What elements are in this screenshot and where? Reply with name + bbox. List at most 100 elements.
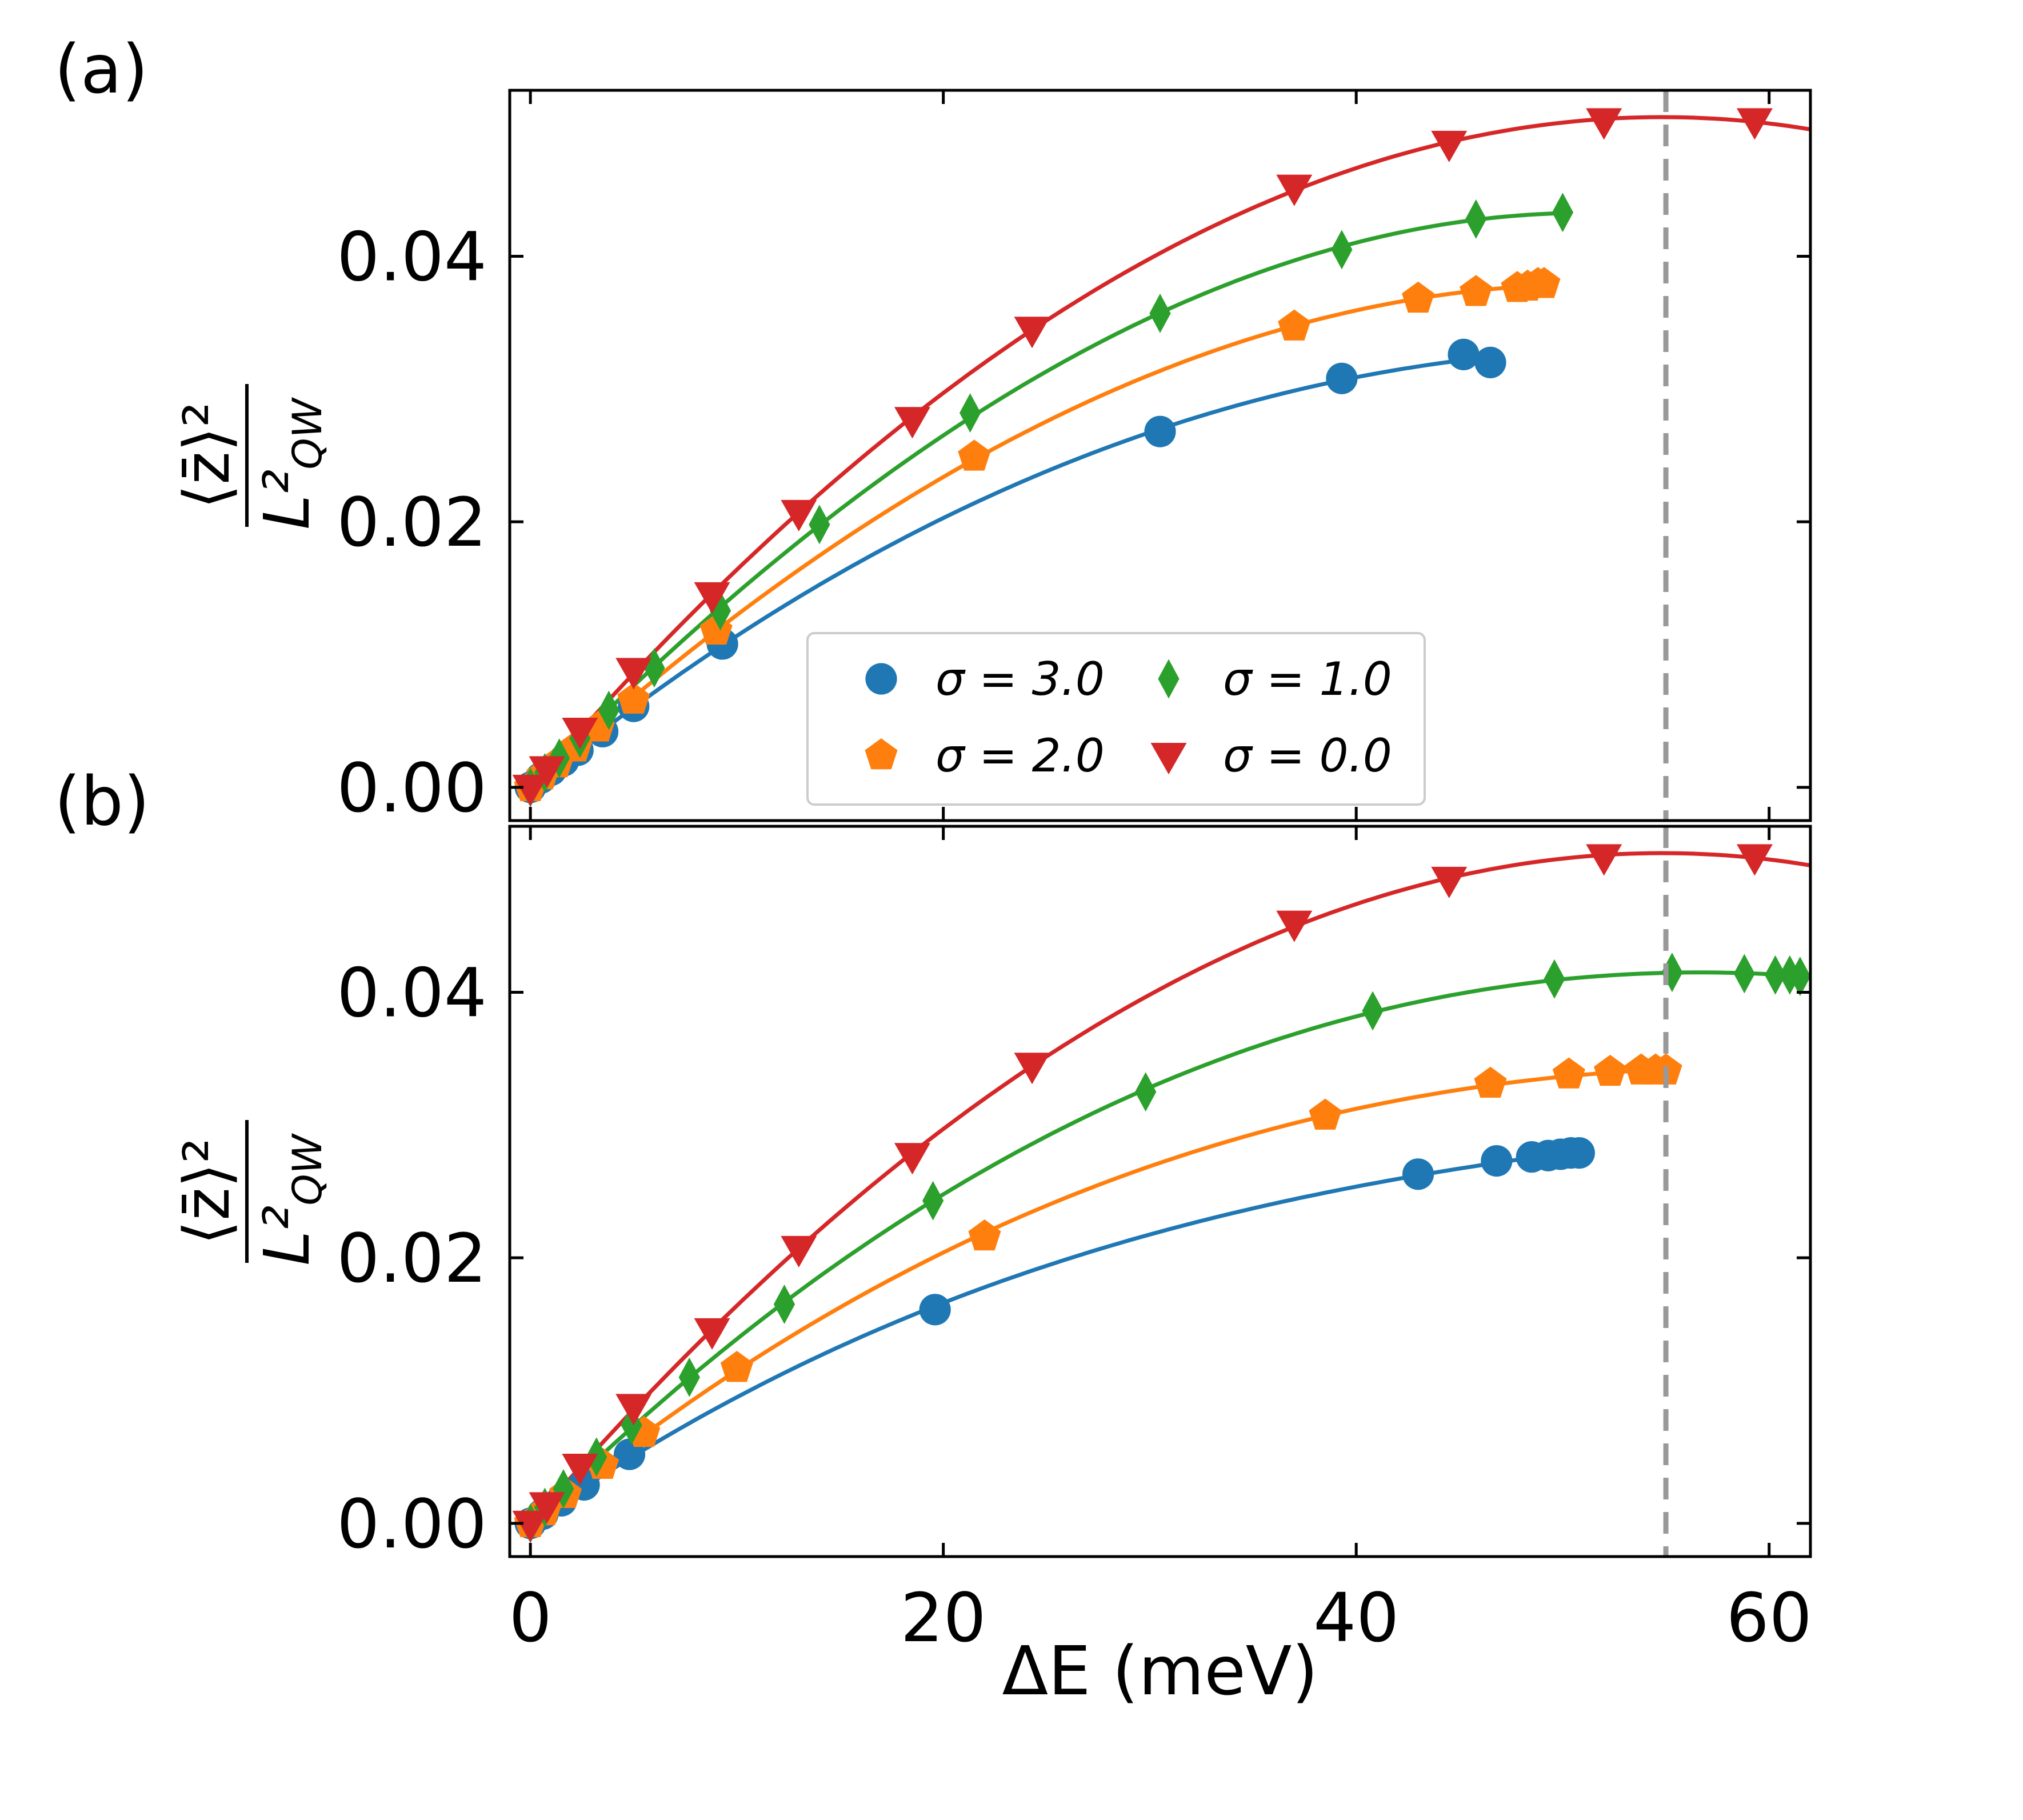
data-point <box>512 1510 549 1542</box>
data-point <box>922 1181 944 1221</box>
data-point <box>1014 317 1050 349</box>
data-point <box>1736 844 1773 876</box>
panel-b: (b) 0 20 40 60 0.00 0.02 0.04 ⟨z̄⟩² L²QW ΔE (m… <box>54 762 1812 1710</box>
data-point <box>1586 108 1622 140</box>
legend-label: σ = 0.0 <box>1223 729 1392 782</box>
data-point <box>1149 293 1171 333</box>
legend-label: σ = 3.0 <box>935 653 1105 706</box>
data-point <box>1764 955 1786 995</box>
data-point <box>1465 199 1487 239</box>
data-point <box>968 1219 1001 1251</box>
legend-marker <box>865 738 898 770</box>
data-point <box>529 1492 565 1524</box>
panel-a: (a) 0.00 0.02 0.04 ⟨z̄⟩² L²QW <box>54 30 1812 827</box>
data-point <box>1736 108 1773 140</box>
series-curve <box>529 970 1801 1525</box>
data-point <box>1309 1098 1342 1130</box>
data-point <box>958 439 991 471</box>
data-point <box>1586 844 1622 876</box>
data-point <box>1276 174 1313 206</box>
panel-a-ylabel: ⟨z̄⟩² L²QW <box>170 384 331 530</box>
data-point <box>1362 991 1384 1031</box>
legend-marker <box>1158 659 1180 699</box>
data-point <box>1144 415 1176 447</box>
data-point <box>1448 338 1480 371</box>
legend-label: σ = 2.0 <box>935 729 1105 782</box>
legend-marker <box>1150 742 1187 775</box>
x-axis-label: ΔE (meV) <box>1002 1631 1318 1710</box>
panel-b-ylabel-numerator: ⟨z̄⟩² <box>170 1138 243 1245</box>
data-point <box>586 1437 607 1477</box>
data-point <box>1135 1072 1157 1112</box>
panel-b-axes: 0 20 40 60 0.00 0.02 0.04 <box>337 826 1812 1657</box>
data-point <box>781 499 817 531</box>
y-tick-label: 0.02 <box>337 1219 487 1298</box>
x-tick-label: 60 <box>1726 1578 1812 1657</box>
panel-b-plot-area <box>512 826 1810 1557</box>
panel-a-plot-area <box>512 90 1810 821</box>
data-point <box>809 505 830 545</box>
data-point <box>1544 959 1565 999</box>
data-point <box>1481 1145 1513 1177</box>
data-point <box>1733 954 1755 994</box>
data-point <box>894 407 930 439</box>
data-point <box>562 1453 598 1486</box>
x-tick-label: 20 <box>901 1578 986 1657</box>
panel-b-frame <box>508 825 1812 1558</box>
panel-b-label: (b) <box>54 762 150 841</box>
data-point <box>562 717 598 750</box>
panel-b-ylabel-denominator: L²QW <box>250 1133 331 1265</box>
panel-a-label: (a) <box>54 30 148 109</box>
data-point <box>1276 910 1313 942</box>
data-point <box>959 393 981 433</box>
data-point <box>773 1285 795 1325</box>
data-point <box>919 1294 951 1326</box>
series-curve <box>529 211 1563 789</box>
data-point <box>1474 1066 1507 1098</box>
legend-label: σ = 1.0 <box>1223 653 1392 706</box>
data-point <box>1431 130 1468 163</box>
data-point <box>643 648 665 688</box>
data-point <box>1460 275 1493 306</box>
legend-box <box>806 632 1426 806</box>
panel-series-group <box>512 108 1810 807</box>
data-point <box>617 682 650 714</box>
data-point <box>1402 281 1435 313</box>
data-point <box>694 1318 730 1350</box>
data-point <box>894 1143 930 1175</box>
data-point <box>1789 957 1810 997</box>
data-point <box>529 756 565 788</box>
data-point <box>1474 346 1506 378</box>
x-tick-label: 40 <box>1313 1578 1399 1657</box>
panel-a-ylabel-denominator: L²QW <box>250 397 331 529</box>
data-point <box>1552 193 1574 233</box>
data-point <box>512 774 549 806</box>
data-point <box>1431 866 1468 899</box>
data-point <box>615 1394 652 1426</box>
data-point <box>621 1405 642 1445</box>
data-point <box>1594 1054 1627 1086</box>
y-tick-label: 0.04 <box>337 217 487 296</box>
y-tick-label: 0.02 <box>337 483 487 562</box>
data-point <box>1326 362 1358 394</box>
data-point <box>694 582 730 614</box>
data-point <box>553 1469 574 1509</box>
data-point <box>1528 267 1561 298</box>
data-point <box>1278 309 1311 341</box>
data-point <box>720 1351 753 1382</box>
y-tick-label: 0.00 <box>337 749 487 827</box>
x-tick-label: 0 <box>509 1578 552 1657</box>
data-point <box>1402 1158 1434 1190</box>
data-point <box>1552 1057 1585 1089</box>
panel-a-ylabel-numerator: ⟨z̄⟩² <box>170 402 243 509</box>
data-point <box>781 1235 817 1267</box>
panel-series-group <box>512 844 1810 1543</box>
data-point <box>1563 1137 1595 1169</box>
y-tick-label: 0.00 <box>337 1485 487 1563</box>
series-curve <box>529 283 1545 789</box>
data-point <box>1014 1053 1050 1085</box>
data-point <box>1331 230 1353 270</box>
data-point <box>598 690 620 730</box>
